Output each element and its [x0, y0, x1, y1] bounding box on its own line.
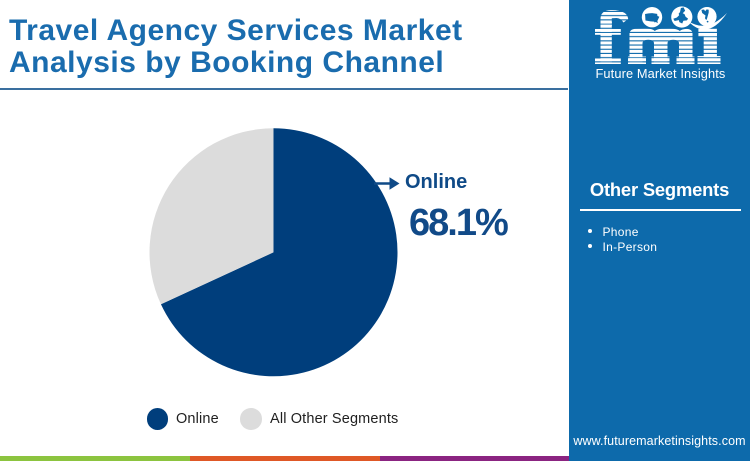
svg-text:Future Market Insights: Future Market Insights — [596, 66, 726, 81]
